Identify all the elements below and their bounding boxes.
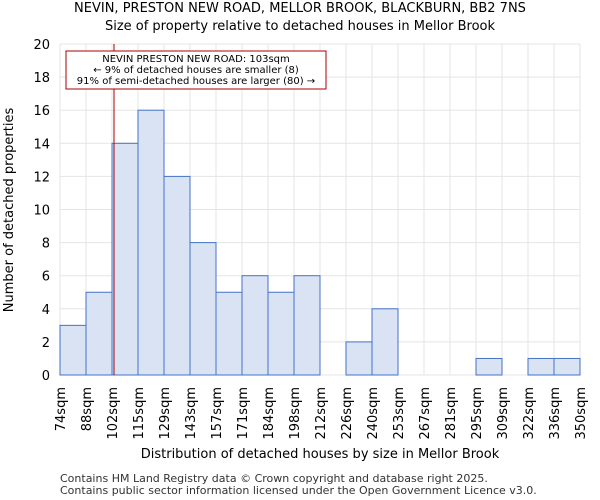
y-axis-label: Number of detached properties	[2, 108, 17, 313]
x-tick-label: 129sqm	[158, 387, 173, 440]
histogram-bar	[189, 242, 217, 376]
x-tick-label: 198sqm	[288, 387, 303, 440]
x-tick-label: 143sqm	[184, 387, 199, 440]
x-tick-label: 350sqm	[574, 387, 589, 440]
histogram-bar	[293, 275, 321, 376]
annotation-line-1: NEVIN PRESTON NEW ROAD: 103sqm	[102, 54, 290, 65]
bars	[59, 109, 581, 376]
annotation-line-2: ← 9% of detached houses are smaller (8)	[93, 65, 299, 76]
y-tick-label: 14	[33, 137, 50, 152]
x-tick-label: 336sqm	[548, 387, 563, 440]
x-tick-label: 184sqm	[262, 387, 277, 440]
y-tick-label: 12	[33, 170, 50, 185]
y-tick-label: 8	[42, 237, 50, 252]
y-tick-label: 0	[42, 369, 50, 384]
y-tick-label: 2	[42, 336, 50, 351]
annotation-frame	[65, 50, 327, 90]
histogram-bar	[267, 291, 295, 376]
x-tick-label: 322sqm	[522, 387, 537, 440]
y-tick-label: 16	[33, 104, 50, 119]
x-tick-label: 74sqm	[54, 387, 69, 431]
histogram-bar	[85, 291, 113, 376]
histogram-bar	[59, 324, 87, 376]
y-axis-ticks: 0 2 4 6 8 10 12 14 16 18 20	[33, 38, 50, 384]
histogram-bar	[111, 142, 139, 376]
x-tick-label: 171sqm	[236, 387, 251, 440]
x-tick-label: 267sqm	[418, 387, 433, 440]
histogram-bar	[241, 275, 269, 376]
x-tick-label: 281sqm	[444, 387, 459, 440]
histogram-bar	[553, 357, 581, 376]
x-tick-label: 309sqm	[496, 387, 511, 440]
chart-title: NEVIN, PRESTON NEW ROAD, MELLOR BROOK, B…	[74, 1, 526, 16]
histogram-bar	[527, 357, 555, 376]
histogram-bar	[137, 109, 165, 376]
x-tick-label: 240sqm	[366, 387, 381, 440]
x-tick-label: 102sqm	[106, 387, 121, 440]
histogram-bar	[163, 175, 191, 376]
y-tick-label: 4	[42, 303, 50, 318]
footer-line-2: Contains public sector information licen…	[60, 484, 537, 497]
footer-line-1: Contains HM Land Registry data © Crown c…	[60, 472, 488, 485]
y-tick-label: 20	[33, 38, 50, 53]
x-tick-label: 88sqm	[80, 387, 95, 431]
y-tick-label: 18	[33, 71, 50, 86]
histogram-bar	[215, 291, 243, 376]
chart-subtitle: Size of property relative to detached ho…	[105, 19, 496, 34]
x-tick-label: 212sqm	[314, 387, 329, 440]
x-axis-label: Distribution of detached houses by size …	[141, 447, 500, 462]
x-tick-label: 115sqm	[132, 387, 147, 440]
histogram-bar	[371, 308, 399, 376]
annotation-box: NEVIN PRESTON NEW ROAD: 103sqm ← 9% of d…	[65, 50, 327, 90]
histogram-bar	[345, 341, 373, 376]
x-axis-ticks: 74sqm 88sqm 102sqm 115sqm 129sqm 143sqm 157sqm…	[54, 387, 589, 440]
x-tick-label: 157sqm	[210, 387, 225, 440]
x-tick-label: 253sqm	[392, 387, 407, 440]
x-tick-label: 295sqm	[470, 387, 485, 440]
x-tick-label: 226sqm	[340, 387, 355, 440]
y-tick-label: 10	[33, 204, 50, 219]
y-tick-label: 6	[42, 270, 50, 285]
annotation-line-3: 91% of semi-detached houses are larger (…	[77, 76, 315, 87]
histogram-bar	[475, 357, 503, 376]
